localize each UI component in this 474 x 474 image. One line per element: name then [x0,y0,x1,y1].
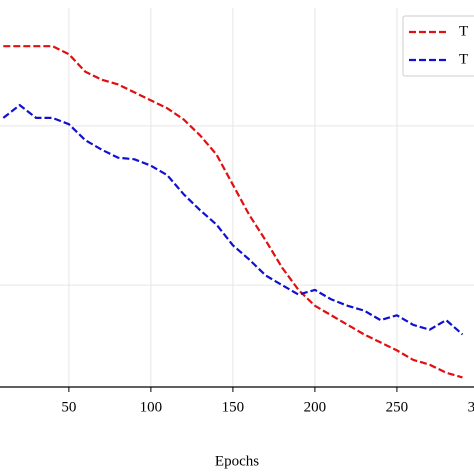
legend-label: T [459,51,468,67]
x-axis-label: Epochs [215,453,259,469]
legend-label: T [459,23,468,39]
x-tick-label: 150 [222,399,245,415]
x-tick-label: 300 [468,399,474,415]
x-tick-label: 50 [61,399,76,415]
series-line [3,45,463,379]
x-tick-label: 200 [304,399,327,415]
x-tick-label: 250 [386,399,409,415]
x-tick-label: 100 [140,399,163,415]
legend: TT [402,15,474,77]
series-line [2,103,464,336]
